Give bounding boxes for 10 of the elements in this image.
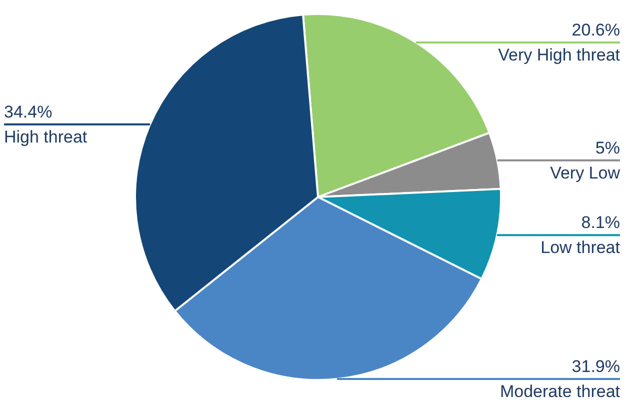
- slice-label: Very High threat: [498, 45, 620, 64]
- data-label: 8.1%: [581, 213, 620, 232]
- slice-label: Moderate threat: [500, 382, 620, 402]
- data-label: 34.4%: [4, 102, 52, 122]
- data-label: 31.9%: [572, 357, 620, 376]
- data-label: 20.6%: [572, 20, 620, 40]
- data-label: 5%: [595, 138, 620, 158]
- slice-label: Low threat: [540, 238, 620, 258]
- slice-label: Very Low: [550, 163, 621, 182]
- slice-label: High threat: [4, 127, 88, 146]
